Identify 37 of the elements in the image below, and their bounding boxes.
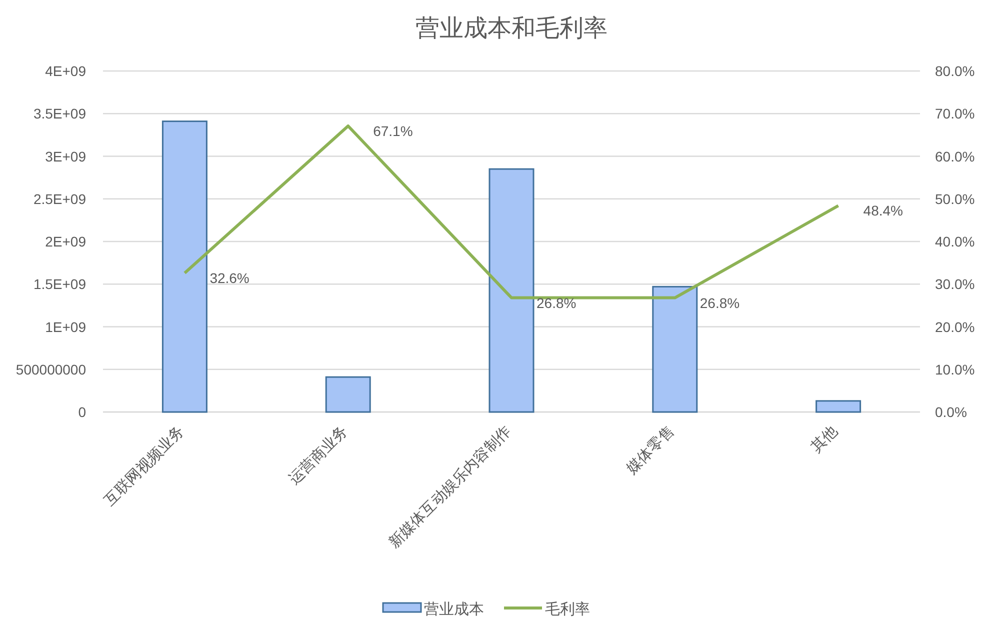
y-tick-label: 3.5E+09: [33, 106, 86, 122]
y-tick-label: 4E+09: [45, 63, 86, 79]
bar: [816, 400, 862, 413]
bar: [488, 168, 534, 413]
line-series: [183, 124, 840, 300]
y-tick-label: 3E+09: [45, 148, 86, 164]
bar: [325, 376, 371, 413]
data-label: 32.6%: [210, 270, 250, 286]
data-label: 48.4%: [863, 202, 904, 219]
y-tick-label: 1.5E+09: [33, 276, 86, 292]
y2-tick-label: 10.0%: [935, 361, 975, 378]
y-tick-label: 2.5E+09: [33, 190, 86, 207]
bar: [162, 120, 208, 413]
y-tick-label: 0: [78, 404, 86, 420]
y2-tick-label: 30.0%: [935, 276, 975, 292]
bar: [652, 286, 698, 413]
data-label: 67.1%: [373, 122, 413, 139]
y2-tick-label: 60.0%: [935, 148, 975, 164]
data-label: 26.8%: [700, 294, 740, 311]
y2-tick-label: 0.0%: [935, 404, 967, 420]
y2-tick-label: 80.0%: [935, 63, 975, 79]
y2-tick-label: 70.0%: [935, 106, 975, 122]
y2-tick-label: 50.0%: [935, 190, 975, 207]
x-tick-label: 运营商业务: [286, 422, 351, 488]
legend-label: 毛利率: [545, 601, 590, 618]
x-tick-label: 新媒体互动娱乐内容制作: [386, 422, 514, 552]
y-tick-label: 1E+09: [45, 318, 86, 335]
y-tick-label: 500000000: [16, 361, 86, 378]
y2-tick-label: 20.0%: [935, 318, 975, 335]
y2-tick-label: 40.0%: [935, 234, 975, 250]
x-tick-label: 媒体零售: [623, 422, 678, 478]
chart-title: 营业成本和毛利率: [416, 15, 608, 42]
legend-label: 营业成本: [424, 601, 484, 618]
y-tick-label: 2E+09: [45, 234, 86, 250]
x-tick-label: 其他: [808, 422, 842, 456]
x-tick-label: 互联网视频业务: [101, 422, 188, 510]
data-label: 26.8%: [536, 294, 576, 311]
